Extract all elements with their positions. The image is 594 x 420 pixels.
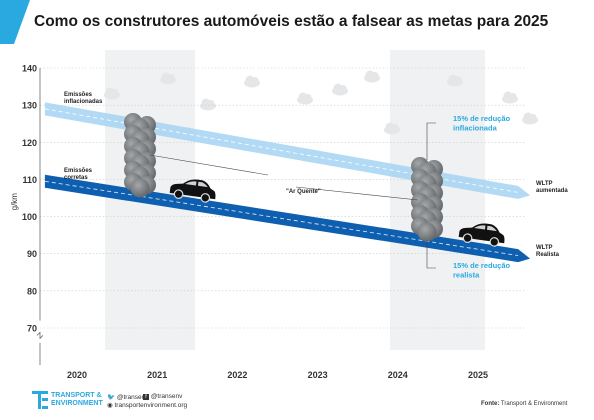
- series-centerline: [44, 180, 519, 257]
- label-inflated-start-line: inflacionadas: [64, 99, 103, 105]
- x-tick-label: 2023: [308, 370, 328, 380]
- facebook-handle-text: @transenv: [150, 393, 183, 400]
- label-inflated-start-line: Emissões: [64, 92, 93, 98]
- label-wltp-realista-line: WLTP: [536, 245, 553, 251]
- logo-line-1: TRANSPORT &: [51, 392, 102, 399]
- smoke-cloud-2021: [124, 113, 156, 198]
- te-logo-icon: [32, 391, 48, 409]
- x-tick-label: 2024: [388, 370, 408, 380]
- cloud-icon: [297, 92, 313, 105]
- connector-line: [149, 154, 269, 176]
- globe-icon: ◉: [107, 402, 113, 409]
- page-title: Como os construtores automóveis estão a …: [34, 13, 549, 30]
- cloud-icon: [384, 122, 400, 135]
- label-inflated-start: Emissões inflacionadas: [64, 92, 103, 105]
- axis-break-icon: [36, 331, 44, 340]
- bracket-inflated: [426, 122, 436, 160]
- facebook-handle[interactable]: f @transenv: [143, 393, 182, 400]
- cloud-icon: [332, 83, 348, 96]
- twitter-handle[interactable]: 🐦 @transenv: [107, 393, 148, 401]
- car-icon-2021: [169, 179, 216, 203]
- source-label: Fonte:: [481, 401, 500, 407]
- source-value: Transport & Environment: [500, 401, 568, 407]
- label-hot-air: "Ar Quente": [286, 189, 321, 195]
- corner-accent: [0, 0, 30, 44]
- y-tick-label: 110: [22, 175, 37, 185]
- logo-line-2: ENVIRONMENT: [51, 400, 103, 407]
- label-wltp-realista: WLTP Realista: [536, 245, 560, 258]
- label-inflated-reduction-line: inflacionada: [453, 124, 498, 133]
- car-icon-2025: [458, 223, 505, 247]
- website-link[interactable]: ◉ transportenvironment.org: [107, 401, 187, 409]
- label-hot-air-line: "Ar Quente": [286, 189, 321, 195]
- connector-line: [295, 186, 419, 201]
- series-band-real: [44, 174, 531, 263]
- x-tick-label: 2021: [147, 370, 167, 380]
- bracket-real: [426, 240, 436, 269]
- y-tick-label: 80: [27, 286, 37, 296]
- x-tick-label: 2020: [67, 370, 87, 380]
- label-correct-start-line: Emissões: [64, 168, 93, 174]
- y-tick-label: 140: [22, 64, 37, 74]
- label-wltp-aumentada-line: WLTP: [536, 181, 553, 187]
- label-real-reduction: 15% de redução realista: [453, 261, 511, 280]
- series-band-inflated: [44, 102, 531, 199]
- twitter-handle-text: @transenv: [116, 394, 149, 401]
- label-wltp-aumentada: WLTP aumentada: [536, 181, 568, 194]
- smoke-layer: [124, 113, 443, 242]
- label-correct-start: Emissões corretas: [64, 168, 93, 181]
- cloud-icon: [244, 75, 260, 88]
- y-tick-label: 100: [22, 212, 37, 222]
- label-wltp-realista-line: Realista: [536, 252, 560, 258]
- smoke-cloud-2024: [411, 157, 443, 242]
- y-axis-label: g/km: [10, 193, 19, 211]
- cloud-icon: [364, 70, 380, 83]
- website-text: transportenvironment.org: [114, 402, 188, 409]
- cloud-icon: [522, 112, 538, 125]
- y-tick-label: 120: [22, 138, 37, 148]
- label-wltp-aumentada-line: aumentada: [536, 188, 568, 194]
- label-real-reduction-line: 15% de redução: [453, 261, 511, 270]
- cloud-icon: [160, 72, 176, 85]
- label-correct-start-line: corretas: [64, 175, 88, 181]
- cloud-icon: [200, 98, 216, 111]
- x-tick-label: 2022: [227, 370, 247, 380]
- cloud-icon: [104, 87, 120, 100]
- axis-layer: 140 130 120 110 100 90 80 70 g/km 2020 2021 2022 202…: [10, 64, 488, 381]
- label-inflated-reduction-line: 15% de redução: [453, 114, 511, 123]
- y-tick-label: 90: [27, 249, 37, 259]
- cloud-icon: [502, 91, 518, 104]
- y-tick-label: 70: [27, 324, 37, 334]
- y-tick-label: 130: [22, 101, 37, 111]
- facebook-icon: f: [143, 394, 149, 400]
- x-tick-label: 2025: [468, 370, 488, 380]
- cloud-icon: [447, 74, 463, 87]
- label-real-reduction-line: realista: [453, 271, 480, 280]
- twitter-icon: 🐦: [107, 394, 116, 401]
- source-note: Fonte: Transport & Environment: [481, 401, 567, 407]
- cars-layer: [169, 179, 505, 247]
- label-inflated-reduction: 15% de redução inflacionada: [453, 114, 511, 133]
- logo-wordmark: TRANSPORT & ENVIRONMENT: [51, 392, 103, 408]
